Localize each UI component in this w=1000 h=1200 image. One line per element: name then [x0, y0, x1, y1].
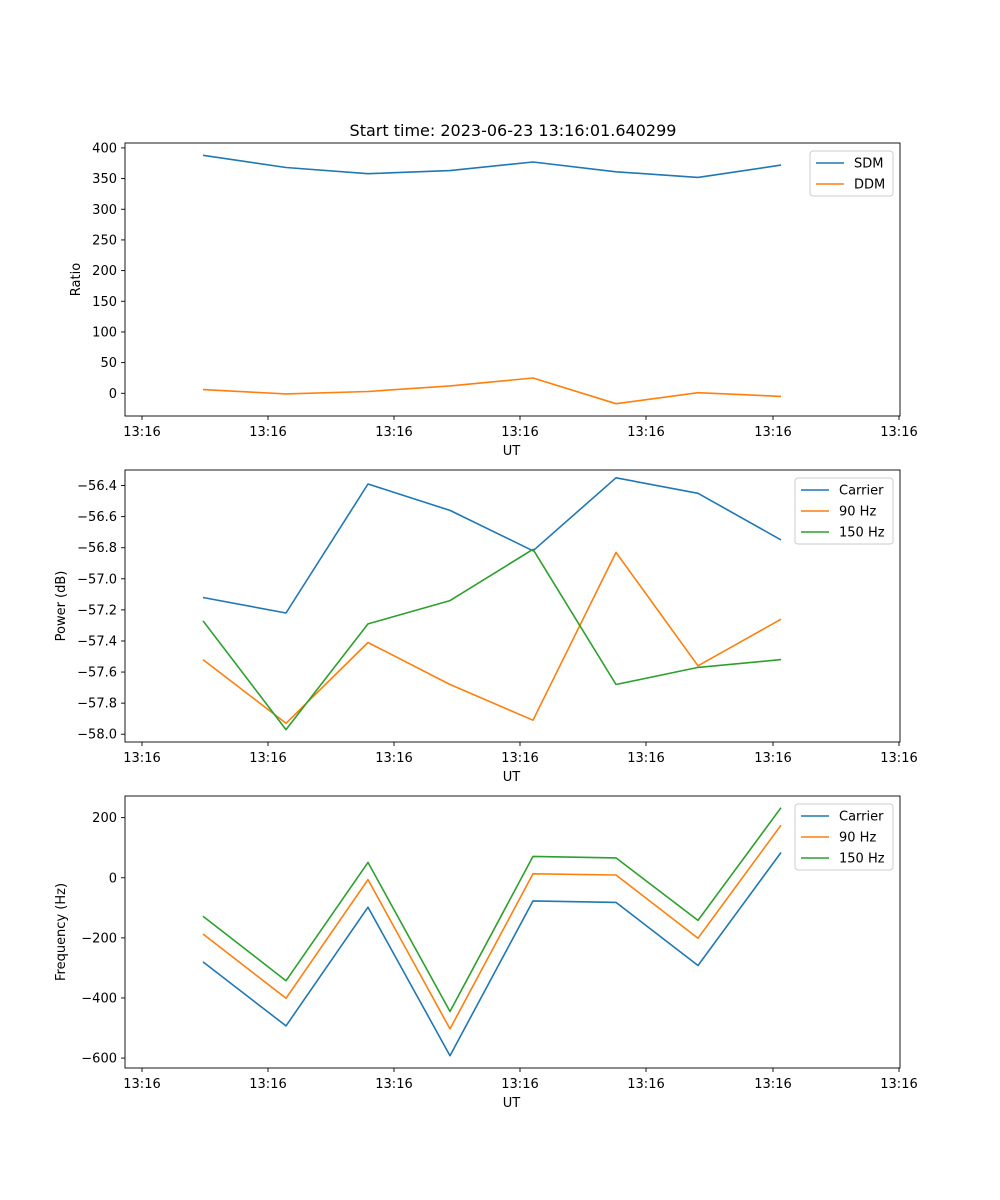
x-tick-label: 13:16: [375, 751, 412, 766]
x-tick-label: 13:16: [375, 1077, 412, 1092]
series-line-90-hz: [202, 551, 782, 725]
y-tick-label: −56.8: [77, 541, 117, 556]
y-tick-label: −56.4: [77, 479, 117, 494]
y-axis-label: Frequency (Hz): [54, 883, 69, 981]
axes-frame: [124, 795, 901, 1069]
y-tick-label: 350: [92, 172, 117, 187]
chart-title: Start time: 2023-06-23 13:16:01.640299: [350, 121, 677, 140]
legend: SDM DDM: [809, 150, 894, 197]
y-tick-label: −56.6: [77, 510, 117, 525]
x-tick-label: 13:16: [375, 425, 412, 440]
x-tick-label: 13:16: [501, 425, 538, 440]
x-tick-label: 13:16: [880, 1077, 917, 1092]
legend-frame: [794, 803, 894, 871]
x-tick-label: 13:16: [501, 1077, 538, 1092]
y-tick-label: −57.8: [77, 697, 117, 712]
subplots: 0 50 100 150 200 250 300 350 400 13:16 13:16 13:16 1…: [54, 141, 918, 1111]
y-axis-label: Power (dB): [54, 571, 69, 642]
y-tick-label: −57.6: [77, 666, 117, 681]
legend-entry: SDM: [854, 157, 883, 172]
y-tick-label: −57.0: [77, 572, 117, 587]
y-tick-label: −57.4: [77, 634, 117, 649]
x-tick-label: 13:16: [754, 751, 791, 766]
x-tick-label: 13:16: [627, 425, 664, 440]
y-tick-label: −58.0: [77, 728, 117, 743]
legend: Carrier 90 Hz 150 Hz: [794, 803, 894, 871]
y-tick-label: 100: [92, 325, 117, 340]
legend-entry: Carrier: [839, 810, 884, 825]
y-tick-label: 250: [92, 233, 117, 248]
x-tick-label: 13:16: [123, 425, 160, 440]
x-tick-label: 13:16: [249, 1077, 286, 1092]
y-tick-label: −200: [81, 931, 117, 946]
subplot-3: −600 −400 −200 0 200 13:16 13:16 13:16 13:16 13:1…: [54, 795, 918, 1111]
series-line-ddm: [202, 377, 782, 405]
x-tick-label: 13:16: [123, 751, 160, 766]
x-tick-label: 13:16: [627, 751, 664, 766]
series-line-90-hz: [202, 824, 782, 1030]
series-line-150-hz: [202, 807, 782, 1013]
x-axis-label: UT: [503, 1096, 521, 1111]
y-tick-label: 50: [100, 356, 117, 371]
x-tick-label: 13:16: [880, 425, 917, 440]
x-tick-label: 13:16: [249, 425, 286, 440]
x-tick-label: 13:16: [123, 1077, 160, 1092]
x-tick-label: 13:16: [249, 751, 286, 766]
x-tick-label: 13:16: [627, 1077, 664, 1092]
legend-entry: 90 Hz: [839, 831, 876, 846]
series-line-150-hz: [202, 548, 782, 731]
y-tick-label: 150: [92, 295, 117, 310]
x-tick-label: 13:16: [501, 751, 538, 766]
x-axis-label: UT: [503, 770, 521, 785]
y-tick-label: 200: [92, 264, 117, 279]
legend-entry: 150 Hz: [839, 526, 885, 541]
subplot-2: −58.0 −57.8 −57.6 −57.4 −57.2 −57.0 −56.8 −56.6…: [54, 469, 918, 785]
y-tick-label: −57.2: [77, 603, 117, 618]
axes-frame: [124, 469, 901, 743]
y-axis-label: Ratio: [69, 263, 84, 296]
y-tick-label: −400: [81, 991, 117, 1006]
legend-entry: 150 Hz: [839, 852, 885, 867]
x-axis-label: UT: [503, 444, 521, 459]
x-tick-label: 13:16: [880, 751, 917, 766]
y-tick-label: 300: [92, 203, 117, 218]
legend-frame: [794, 477, 894, 545]
legend-entry: Carrier: [839, 484, 884, 499]
y-tick-label: 200: [92, 811, 117, 826]
axes-frame: [124, 142, 901, 417]
y-tick-label: 0: [109, 387, 117, 402]
x-tick-label: 13:16: [754, 425, 791, 440]
series-line-carrier: [202, 852, 782, 1057]
series-line-carrier: [202, 476, 782, 614]
legend-entry: 90 Hz: [839, 505, 876, 520]
y-tick-label: 400: [92, 141, 117, 156]
legend-entry: DDM: [854, 178, 885, 193]
x-tick-label: 13:16: [754, 1077, 791, 1092]
y-tick-label: 0: [109, 871, 117, 886]
series-line-sdm: [202, 154, 782, 179]
y-tick-label: −600: [81, 1052, 117, 1067]
subplot-1: 0 50 100 150 200 250 300 350 400 13:16 13:16 13:16 1…: [69, 141, 918, 459]
legend: Carrier 90 Hz 150 Hz: [794, 477, 894, 545]
